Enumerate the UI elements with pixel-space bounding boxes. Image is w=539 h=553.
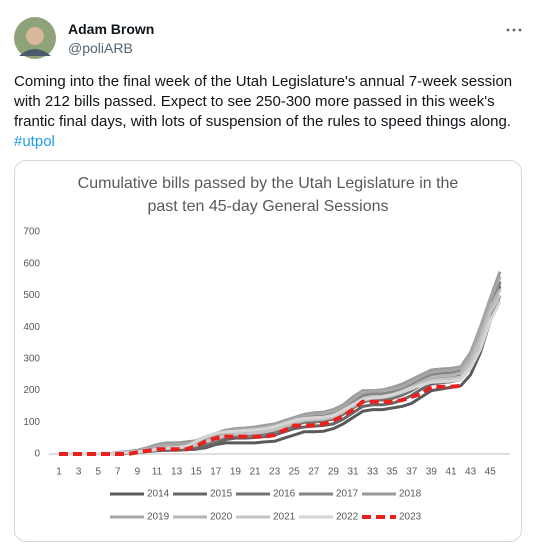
y-tick-label: 700 (23, 227, 40, 238)
legend-label: 2023 (399, 512, 422, 523)
x-tick-label: 31 (347, 467, 359, 478)
chart-title: Cumulative bills passed by the Utah Legi… (77, 175, 459, 215)
legend-label: 2015 (210, 489, 233, 500)
x-tick-label: 33 (367, 467, 379, 478)
x-tick-label: 21 (249, 467, 261, 478)
legend-label: 2019 (147, 512, 170, 523)
x-tick-label: 11 (152, 467, 163, 478)
x-tick-label: 15 (191, 467, 203, 478)
x-tick-label: 13 (171, 467, 183, 478)
x-tick-label: 41 (445, 467, 457, 478)
body: Coming into the final week of the Utah L… (14, 73, 513, 130)
y-tick-label: 100 (23, 417, 40, 428)
legend-label: 2022 (336, 512, 359, 523)
x-tick-label: 5 (95, 467, 101, 478)
series-line (59, 383, 462, 456)
x-tick-label: 35 (387, 467, 399, 478)
hashtag[interactable]: #utpol (14, 133, 55, 150)
legend-label: 2014 (147, 489, 170, 500)
x-tick-label: 23 (269, 467, 281, 478)
x-tick-label: 3 (76, 467, 82, 478)
y-tick-label: 0 (34, 449, 40, 460)
x-tick-label: 17 (210, 467, 222, 478)
x-tick-label: 27 (308, 467, 320, 478)
x-tick-label: 1 (56, 467, 62, 478)
y-tick-label: 600 (23, 258, 40, 269)
legend-label: 2021 (273, 512, 296, 523)
legend-label: 2017 (336, 489, 359, 500)
y-tick-label: 400 (23, 322, 40, 333)
x-tick-label: 45 (485, 467, 497, 478)
avatar[interactable] (13, 16, 57, 60)
more-menu[interactable] (506, 27, 522, 33)
chart-card[interactable]: 0 100 200 300 400 500 600 700 1 3 5 7 9 11 13 15 17 19 21 2… (14, 160, 522, 542)
x-tick-label: 43 (465, 467, 477, 478)
y-tick-label: 200 (23, 385, 40, 396)
y-tick-label: 300 (23, 353, 40, 364)
x-tick-label: 25 (289, 467, 301, 478)
display-name[interactable]: Adam Brown (68, 21, 155, 37)
x-tick-label: 37 (406, 467, 418, 478)
legend-label: 2020 (210, 512, 233, 523)
x-tick-label: 9 (135, 467, 141, 478)
handle[interactable]: @poliARB (68, 40, 133, 56)
x-tick-label: 29 (328, 467, 340, 478)
legend-label: 2018 (399, 489, 422, 500)
legend-label: 2016 (273, 489, 296, 500)
y-tick-label: 500 (23, 290, 40, 301)
x-tick-label: 39 (426, 467, 438, 478)
x-tick-label: 19 (230, 467, 242, 478)
tweet-text: Coming into the final week of the Utah L… (14, 72, 514, 152)
x-tick-label: 7 (115, 467, 121, 478)
